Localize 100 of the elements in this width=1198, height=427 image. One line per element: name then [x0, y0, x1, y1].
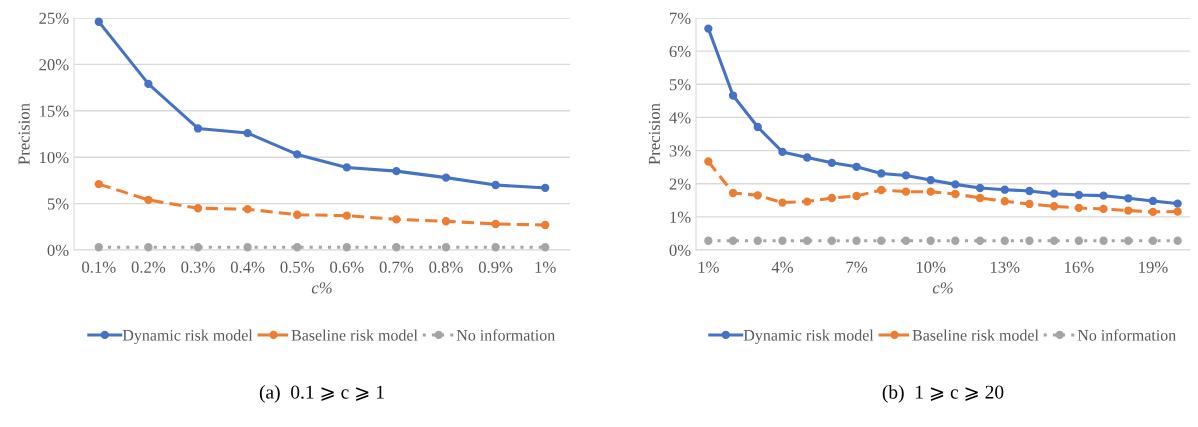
point — [94, 243, 103, 252]
y-tick-label: 4% — [669, 112, 691, 124]
x-tick-label: 0.2% — [131, 261, 166, 273]
y-tick-label: 6% — [669, 45, 691, 58]
x-tick-label: 13% — [990, 261, 1020, 273]
legend-label: Dynamic risk model — [122, 329, 253, 344]
x-tick-label: 0.4% — [230, 261, 265, 273]
point — [852, 236, 861, 245]
point — [193, 243, 203, 252]
point — [1049, 189, 1059, 198]
x-tick-label: 1% — [698, 261, 719, 273]
point — [1099, 204, 1108, 214]
point — [1074, 203, 1084, 213]
point — [704, 157, 713, 166]
y-axis-title: Precision — [18, 103, 30, 165]
x-tick-label: 0.8% — [429, 261, 463, 273]
point — [1025, 186, 1034, 196]
point — [144, 79, 153, 89]
point — [1049, 236, 1059, 245]
point — [704, 24, 713, 33]
point — [293, 210, 302, 219]
point — [926, 236, 935, 245]
point — [1000, 236, 1009, 245]
point — [901, 187, 911, 196]
point — [441, 217, 451, 226]
point — [877, 169, 886, 178]
legend-label: Dynamic risk model — [743, 329, 874, 344]
x-axis-title: c% — [932, 282, 953, 294]
point — [293, 243, 302, 252]
point — [901, 171, 911, 180]
point — [728, 91, 738, 100]
point — [778, 198, 787, 207]
point — [392, 243, 401, 252]
point — [753, 236, 762, 245]
point — [342, 211, 351, 220]
point — [491, 243, 500, 252]
point — [392, 166, 401, 176]
y-axis-title: Precision — [648, 103, 660, 165]
x-tick-label: 16% — [1065, 261, 1094, 273]
x-tick-label: 4% — [771, 261, 793, 273]
point — [342, 243, 351, 252]
x-tick-label: 0.1% — [82, 261, 116, 273]
point — [1074, 236, 1084, 245]
y-tick-label: 0% — [669, 244, 691, 256]
point — [728, 236, 738, 245]
point — [802, 153, 812, 162]
point — [1025, 199, 1034, 209]
point — [243, 128, 252, 138]
y-tick-label: 5% — [669, 78, 691, 91]
legend-label: Baseline risk model — [291, 329, 418, 341]
y-tick-label: 7% — [670, 12, 691, 24]
y-tick-label: 2% — [669, 178, 691, 190]
point — [193, 204, 203, 213]
point — [1124, 206, 1133, 215]
point — [94, 17, 103, 26]
y-tick-label: 3% — [669, 145, 691, 157]
point — [392, 215, 401, 224]
point — [704, 236, 713, 245]
point — [1000, 197, 1009, 206]
point — [802, 197, 812, 206]
point — [753, 191, 762, 200]
point — [1173, 199, 1182, 208]
point — [877, 185, 886, 195]
point — [827, 236, 837, 245]
point — [441, 173, 451, 182]
point — [1025, 236, 1034, 245]
point — [975, 236, 985, 245]
x-tick-label: 1% — [535, 261, 556, 273]
point — [901, 236, 911, 245]
x-tick-label: 10% — [916, 261, 946, 273]
legend-label: No information — [1077, 329, 1176, 341]
y-tick-label: 10% — [40, 151, 69, 164]
point — [827, 158, 837, 168]
x-tick-label: 0.7% — [379, 261, 414, 273]
y-tick-label: 5% — [47, 198, 69, 210]
point — [1049, 202, 1059, 211]
point — [342, 163, 351, 172]
point — [951, 236, 960, 245]
point — [1099, 191, 1108, 200]
point — [827, 193, 837, 203]
point — [926, 187, 935, 196]
legend-label: No information — [456, 329, 555, 341]
y-tick-label: 15% — [40, 105, 69, 117]
point — [1148, 196, 1158, 206]
point — [193, 124, 203, 133]
point — [243, 243, 252, 252]
point — [293, 150, 302, 159]
point — [541, 220, 550, 230]
x-tick-label: 0.6% — [330, 261, 364, 273]
point — [491, 180, 500, 190]
text: (b) 1 ⩾ c ⩾ 20 — [882, 385, 1004, 403]
point — [1173, 207, 1182, 216]
point — [975, 193, 985, 203]
point — [541, 183, 550, 192]
x-tick-label: 19% — [1139, 261, 1168, 273]
point — [1000, 185, 1009, 194]
point — [951, 180, 960, 189]
x-tick-label: 0.3% — [181, 261, 215, 273]
text: (a) 0.1 ⩾ c ⩾ 1 — [259, 385, 384, 403]
point — [541, 243, 550, 252]
